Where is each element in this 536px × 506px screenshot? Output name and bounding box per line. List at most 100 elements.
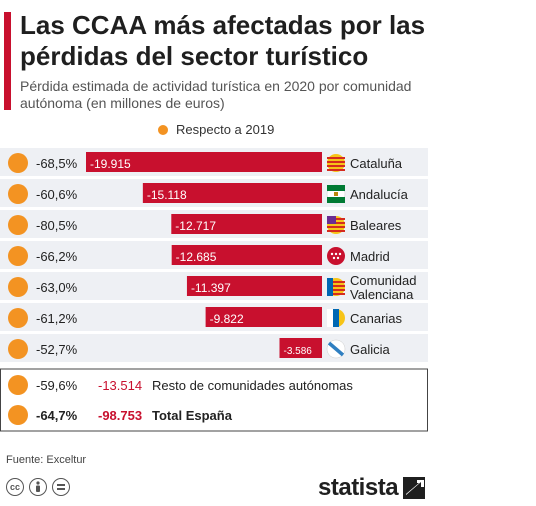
- flag-star: [330, 252, 334, 256]
- summary-box: [0, 368, 428, 432]
- flag-star: [334, 252, 338, 256]
- canarias-flag-icon: [327, 309, 345, 327]
- category-label: Comunidad: [350, 273, 417, 288]
- percent-label: -52,7%: [36, 342, 78, 357]
- summary-percent: -59,6%: [36, 378, 78, 393]
- flag-emblem: [334, 192, 338, 196]
- chart-row: -52,7% -3.586 Galicia: [0, 334, 428, 362]
- license-icons: cc: [6, 478, 70, 496]
- flag-star: [332, 256, 336, 260]
- flag-band: [333, 309, 339, 327]
- bar-value-label: -12.685: [176, 250, 217, 264]
- chart-subtitle: Pérdida estimada de actividad turística …: [20, 78, 412, 111]
- flag-diagonal: [327, 341, 345, 357]
- legend-dot-icon: [158, 124, 168, 135]
- flag-stripe: [327, 161, 345, 163]
- summary-value: -98.753: [98, 408, 142, 423]
- category-label: Andalucía: [350, 187, 409, 202]
- brand[interactable]: statista: [318, 474, 426, 502]
- brand-name: statista: [318, 474, 399, 501]
- bar: [186, 276, 322, 296]
- galicia-flag-icon: [326, 339, 346, 359]
- percent-dot-icon: [8, 246, 28, 266]
- flag-stripe: [333, 289, 345, 291]
- percent-label: -60,6%: [36, 187, 78, 202]
- infographic-card: Las CCAA más afectadas por las pérdidas …: [0, 10, 428, 502]
- flag-stripe: [327, 165, 345, 167]
- flag-star: [336, 256, 340, 260]
- valenciana-flag-icon: [327, 278, 345, 296]
- percent-dot-icon: [8, 375, 28, 395]
- category-label: Canarias: [350, 311, 403, 326]
- percent-dot-icon: [8, 308, 28, 328]
- flag-stripe: [327, 185, 345, 191]
- summary-label: Total España: [152, 408, 233, 423]
- category-label: Cataluña: [350, 156, 403, 171]
- cc-icon[interactable]: cc: [6, 478, 24, 496]
- andalucia-flag-icon: [326, 184, 346, 204]
- bar-chart: -68,5% -19.915 Cataluña -60,6% -15.118 Andalu…: [0, 148, 428, 432]
- source-note: Fuente: Exceltur: [6, 454, 87, 466]
- bar-value-label: -11.397: [191, 281, 231, 295]
- by-icon[interactable]: [29, 478, 47, 496]
- chart-row: -68,5% -19.915 Cataluña: [0, 148, 428, 176]
- flag-stripe: [327, 197, 345, 203]
- flag-stripe: [327, 169, 345, 171]
- nd-icon[interactable]: [52, 478, 70, 496]
- flag-stripe: [333, 285, 345, 287]
- summary-value: -13.514: [98, 378, 142, 393]
- bar-value-label: -12.717: [175, 219, 216, 233]
- percent-dot-icon: [8, 339, 28, 359]
- flag-band: [327, 309, 333, 327]
- flag-canton: [327, 216, 336, 224]
- percent-label: -68,5%: [36, 156, 78, 171]
- bar: [171, 245, 322, 265]
- bar: [142, 183, 322, 203]
- category-label: Madrid: [350, 249, 390, 264]
- bar: [86, 152, 322, 172]
- percent-dot-icon: [8, 153, 28, 173]
- category-label: Baleares: [350, 218, 402, 233]
- summary-row: -64,7% -98.753 Total España: [8, 405, 233, 425]
- percent-label: -63,0%: [36, 280, 78, 295]
- bar-value-label: -3.586: [284, 346, 313, 357]
- percent-dot-icon: [8, 215, 28, 235]
- chart-row: -61,2% -9.822 Canarias: [0, 303, 428, 331]
- legend-label: Respecto a 2019: [176, 122, 275, 137]
- flag-stripe: [327, 226, 345, 228]
- flag-stripe: [327, 230, 345, 232]
- legend: Respecto a 2019: [158, 122, 274, 137]
- percent-label: -61,2%: [36, 311, 78, 326]
- title-accent-bar: [4, 12, 11, 110]
- summary-label: Resto de comunidades autónomas: [152, 378, 353, 393]
- summary-percent: -64,7%: [36, 408, 78, 423]
- bar: [171, 214, 322, 234]
- flag-stripe: [333, 281, 345, 283]
- flag-band: [327, 278, 333, 296]
- statista-logo-icon: [403, 477, 426, 499]
- bar: [205, 307, 322, 327]
- bar-value-label: -9.822: [210, 312, 244, 326]
- percent-label: -66,2%: [36, 249, 78, 264]
- category-label: Valenciana: [350, 287, 414, 302]
- chart-title: Las CCAA más afectadas por las pérdidas …: [20, 10, 426, 71]
- percent-label: -80,5%: [36, 218, 78, 233]
- chart-row: -60,6% -15.118 Andalucía: [0, 179, 428, 207]
- flag-stripe: [333, 293, 345, 295]
- percent-dot-icon: [8, 184, 28, 204]
- bar-value-label: -19.915: [90, 157, 131, 171]
- row-background: [0, 334, 428, 362]
- cataluna-flag-icon: [327, 154, 345, 172]
- madrid-flag-icon: [327, 247, 345, 265]
- flag-base: [327, 247, 345, 265]
- chart-row: -80,5% -12.717 Baleares: [0, 210, 428, 238]
- percent-dot-icon: [8, 405, 28, 425]
- percent-dot-icon: [8, 277, 28, 297]
- summary-row: -59,6% -13.514 Resto de comunidades autóno…: [8, 375, 353, 395]
- flag-star: [338, 252, 342, 256]
- flag-stripe: [327, 157, 345, 159]
- chart-row: -66,2% -12.685 Madrid: [0, 241, 428, 269]
- baleares-flag-icon: [327, 216, 345, 234]
- bar: [279, 338, 322, 358]
